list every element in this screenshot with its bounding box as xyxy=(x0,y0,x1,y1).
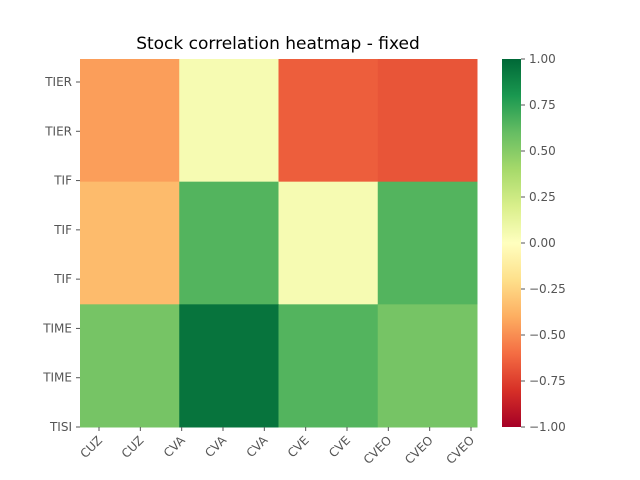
y-tick-label: TISI xyxy=(49,420,72,434)
y-tick-label: TIF xyxy=(53,174,72,188)
colorbar-tick-label: −0.25 xyxy=(529,282,566,296)
x-tick-label: CVEO xyxy=(443,433,477,467)
x-tick-label: CVE xyxy=(285,433,312,460)
colorbar-tick-label: 0.75 xyxy=(529,98,556,112)
x-tick-label: CUZ xyxy=(77,433,105,461)
colorbar-tick-label: 0.25 xyxy=(529,190,556,204)
heatmap-cell xyxy=(278,181,379,305)
x-tick-label: CVEO xyxy=(361,433,395,467)
y-tick-label: TIF xyxy=(53,272,72,286)
colorbar-tick-label: −0.50 xyxy=(529,328,566,342)
heatmap-cell xyxy=(278,59,379,183)
colorbar-tick-label: 0.50 xyxy=(529,144,556,158)
colorbar: 1.00 0.75 0.50 0.25 0.00 −0.25 −0.50 −0.75 −1.00 xyxy=(502,52,566,434)
heatmap-cell xyxy=(377,181,478,305)
heatmap-cell xyxy=(179,304,279,428)
heatmap-cell xyxy=(179,59,279,183)
colorbar-gradient xyxy=(502,59,521,427)
colorbar-tick-label: 1.00 xyxy=(529,52,556,66)
heatmap-cell xyxy=(278,304,379,428)
heatmap-cell xyxy=(377,304,478,428)
x-tick-label: CVEO xyxy=(402,433,436,467)
chart-title: Stock correlation heatmap - fixed xyxy=(136,34,420,54)
y-tick-label: TIER xyxy=(44,75,72,89)
x-tick-label: CVA xyxy=(161,433,188,460)
x-tick-label: CUZ xyxy=(119,433,147,461)
heatmap-cells xyxy=(80,59,478,428)
heatmap-cell xyxy=(80,59,180,183)
heatmap-cell xyxy=(80,181,180,305)
heatmap-cell xyxy=(80,304,180,428)
y-tick-label: TIME xyxy=(42,321,72,335)
heatmap-cell xyxy=(179,181,279,305)
y-tick-label: TIME xyxy=(42,371,72,385)
y-tick-label: TIF xyxy=(53,223,72,237)
colorbar-tick-label: −0.75 xyxy=(529,374,566,388)
colorbar-tick-label: −1.00 xyxy=(529,420,566,434)
colorbar-tick-label: 0.00 xyxy=(529,236,556,250)
x-tick-label: CVA xyxy=(202,433,229,460)
x-tick-label: CVA xyxy=(244,433,271,460)
y-tick-label: TIER xyxy=(44,124,72,138)
x-tick-label: CVE xyxy=(326,433,353,460)
heatmap-cell xyxy=(377,59,478,183)
